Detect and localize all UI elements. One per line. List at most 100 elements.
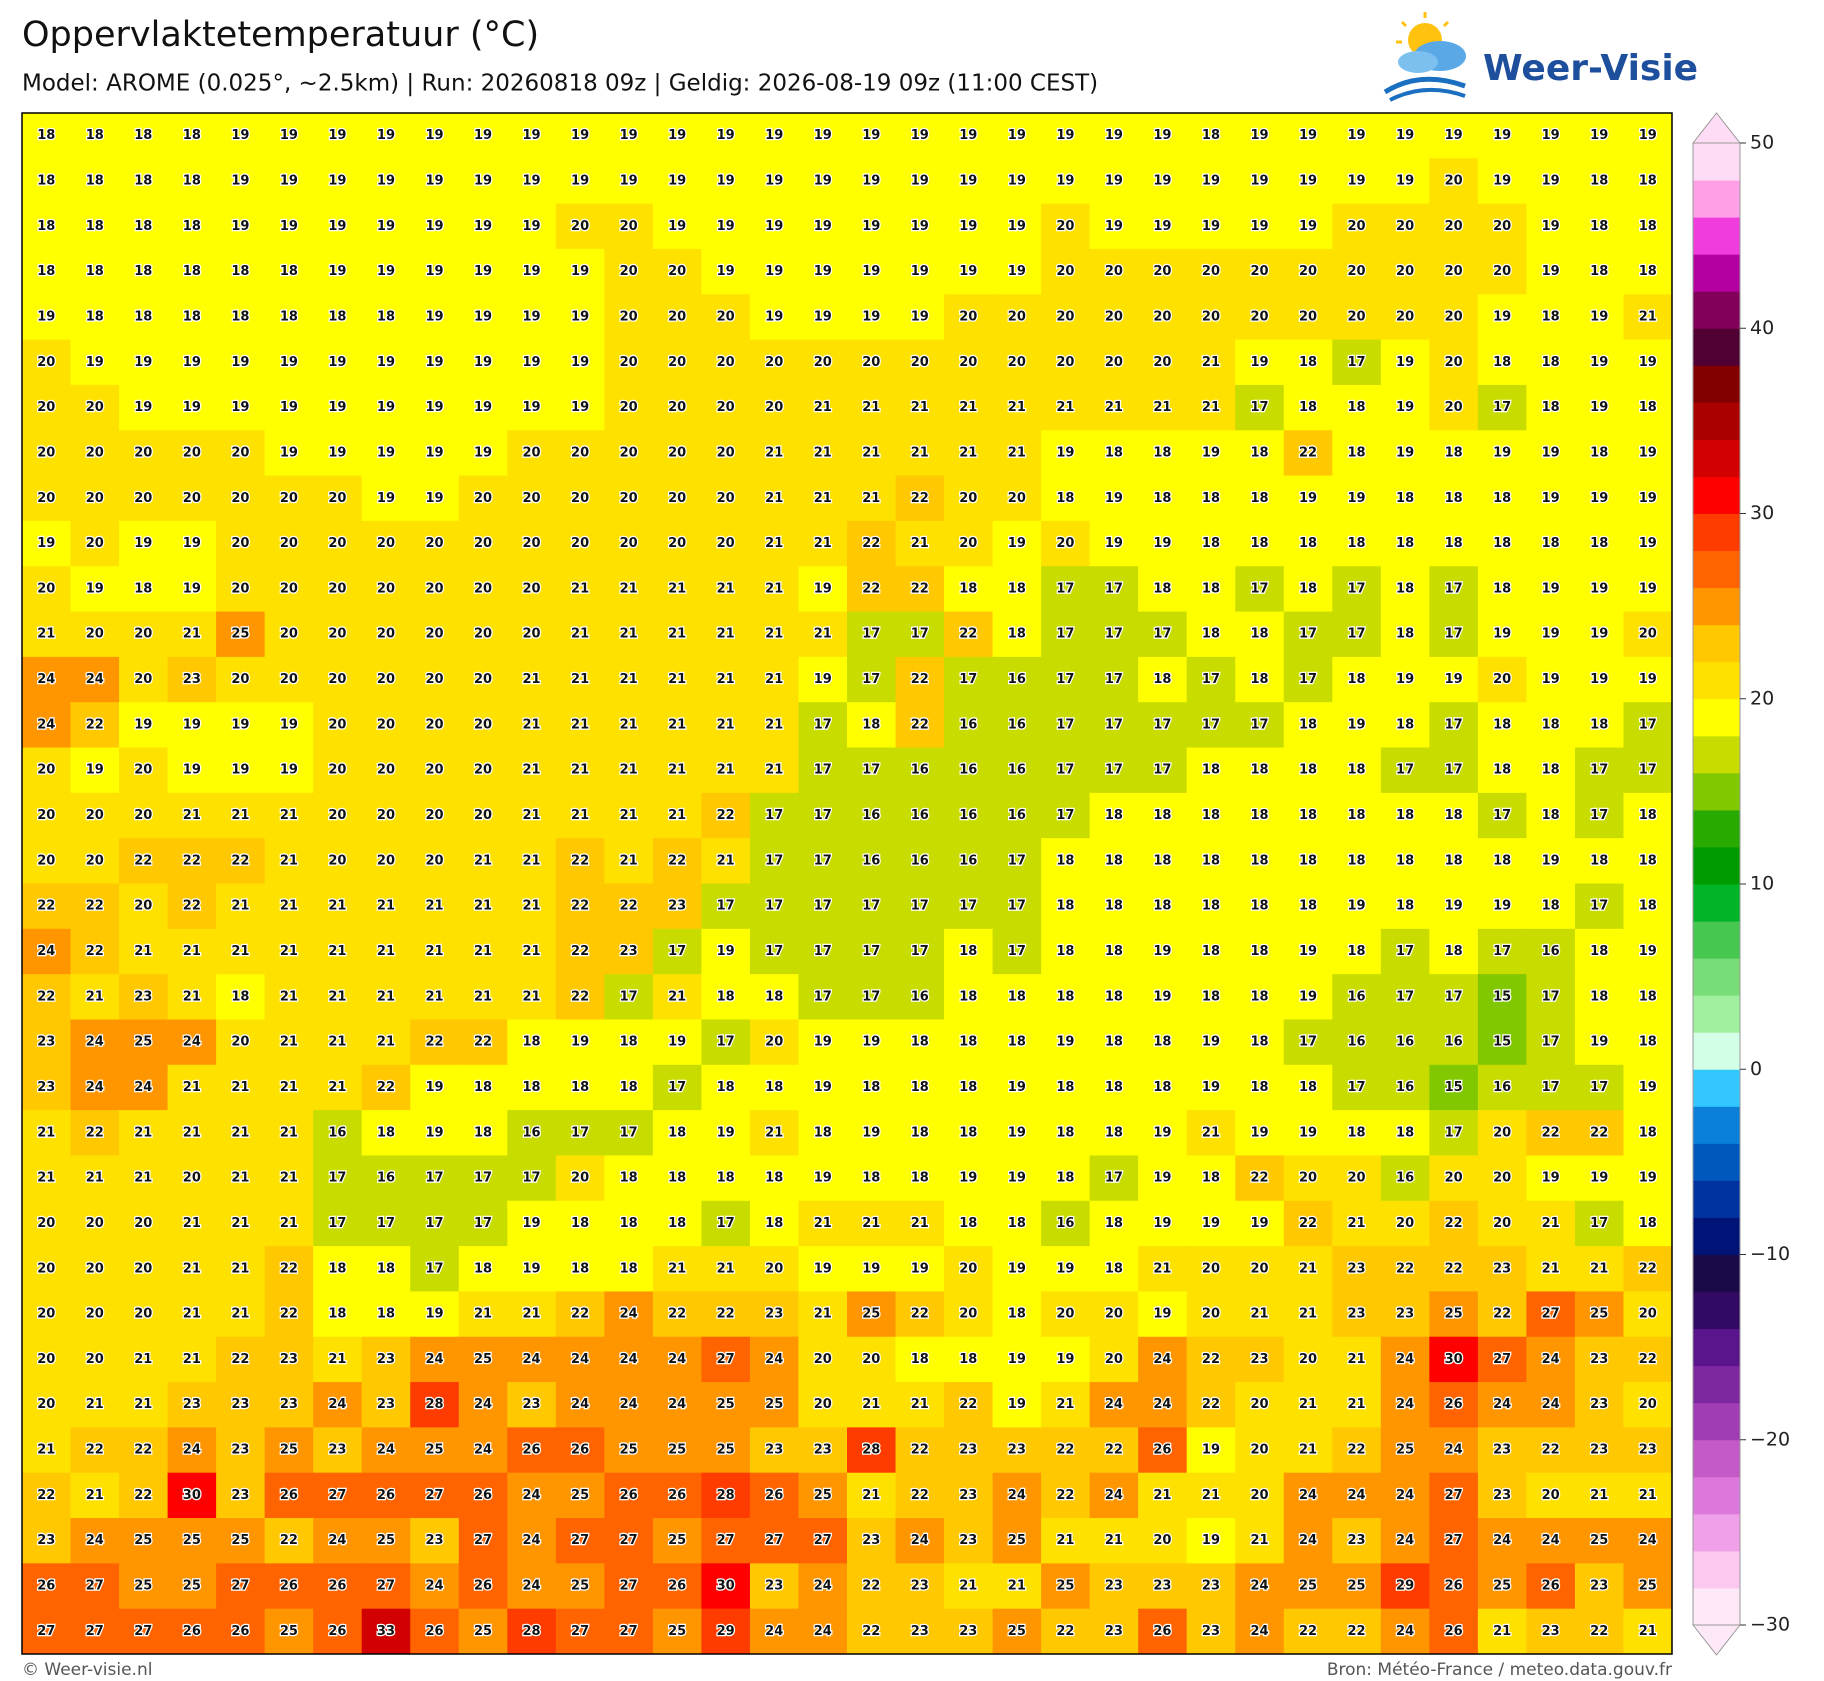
colorbar-segment: [1693, 365, 1740, 403]
temperature-value: 18: [1202, 944, 1220, 959]
temperature-value: 23: [280, 1397, 298, 1412]
temperature-cell: [1283, 248, 1333, 295]
temperature-value: 19: [1542, 1171, 1560, 1186]
temperature-cell: [895, 566, 945, 613]
temperature-cell: [1429, 158, 1479, 205]
temperature-value: 21: [668, 672, 686, 687]
temperature-value: 15: [1445, 1080, 1463, 1095]
temperature-cell: [410, 248, 460, 295]
temperature-value: 16: [911, 763, 929, 778]
temperature-cell: [1089, 883, 1139, 930]
temperature-cell: [847, 113, 897, 159]
temperature-value: 20: [1056, 309, 1074, 324]
temperature-value: 19: [280, 717, 298, 732]
temperature-value: 20: [523, 627, 541, 642]
temperature-cell: [22, 1291, 72, 1338]
temperature-cell: [1429, 1382, 1479, 1428]
temperature-cell: [1526, 1064, 1576, 1111]
temperature-value: 17: [1542, 1035, 1560, 1050]
temperature-cell: [1526, 1200, 1576, 1247]
temperature-value: 17: [1008, 899, 1026, 914]
temperature-value: 20: [1250, 309, 1268, 324]
temperature-cell: [1477, 1427, 1527, 1474]
temperature-value: 21: [183, 1080, 201, 1095]
temperature-cell: [847, 203, 897, 250]
temperature-cell: [507, 248, 557, 295]
temperature-cell: [1332, 1200, 1382, 1247]
temperature-cell: [944, 928, 994, 975]
temperature-value: 21: [911, 400, 929, 415]
temperature-cell: [895, 792, 945, 839]
temperature-value: 22: [1445, 1216, 1463, 1231]
temperature-cell: [944, 1019, 994, 1066]
temperature-value: 20: [717, 445, 735, 460]
temperature-cell: [70, 792, 120, 839]
temperature-value: 17: [1202, 672, 1220, 687]
temperature-value: 17: [1590, 808, 1608, 823]
temperature-value: 19: [377, 491, 395, 506]
temperature-value: 19: [620, 128, 638, 143]
temperature-value: 20: [134, 672, 152, 687]
temperature-value: 23: [37, 1533, 55, 1548]
temperature-cell: [313, 203, 363, 250]
temperature-value: 18: [231, 309, 249, 324]
temperature-cell: [798, 1427, 848, 1474]
temperature-value: 17: [814, 899, 832, 914]
temperature-value: 21: [765, 627, 783, 642]
temperature-cell: [701, 430, 751, 477]
temperature-cell: [1429, 1608, 1479, 1655]
temperature-value: 20: [717, 309, 735, 324]
temperature-cell: [701, 520, 751, 567]
temperature-value: 21: [668, 717, 686, 732]
temperature-value: 22: [1299, 1624, 1317, 1639]
temperature-value: 22: [911, 491, 929, 506]
temperature-value: 20: [37, 763, 55, 778]
temperature-value: 20: [86, 400, 104, 415]
temperature-value: 22: [668, 1307, 686, 1322]
temperature-cell: [119, 1246, 169, 1292]
colorbar-segment: [1693, 1143, 1740, 1181]
temperature-value: 17: [1590, 1080, 1608, 1095]
temperature-cell: [1623, 1518, 1673, 1564]
temperature-value: 27: [425, 1488, 443, 1503]
temperature-cell: [458, 113, 508, 159]
temperature-value: 23: [183, 672, 201, 687]
temperature-cell: [1283, 1064, 1333, 1111]
temperature-value: 23: [1153, 1579, 1171, 1594]
temperature-value: 25: [425, 1443, 443, 1458]
temperature-cell: [410, 1427, 460, 1474]
temperature-value: 18: [1153, 581, 1171, 596]
temperature-cell: [895, 520, 945, 567]
temperature-value: 19: [1153, 944, 1171, 959]
temperature-cell: [992, 248, 1042, 295]
temperature-cell: [1235, 520, 1285, 567]
temperature-cell: [847, 611, 897, 658]
temperature-cell: [507, 1155, 557, 1202]
temperature-cell: [216, 1382, 266, 1428]
temperature-cell: [555, 1336, 605, 1383]
temperature-cell: [1380, 838, 1430, 884]
temperature-cell: [1380, 1608, 1430, 1655]
temperature-value: 24: [620, 1352, 638, 1367]
temperature-cell: [22, 883, 72, 930]
temperature-cell: [992, 656, 1042, 703]
temperature-value: 21: [231, 1125, 249, 1140]
temperature-cell: [1089, 1291, 1139, 1338]
temperature-value: 19: [1250, 1216, 1268, 1231]
temperature-cell: [1041, 1110, 1091, 1156]
temperature-value: 24: [571, 1397, 589, 1412]
temperature-value: 30: [183, 1488, 201, 1503]
temperature-value: 19: [1590, 1171, 1608, 1186]
temperature-cell: [1332, 1608, 1382, 1655]
temperature-value: 25: [280, 1443, 298, 1458]
temperature-cell: [749, 475, 799, 522]
temperature-value: 18: [1105, 853, 1123, 868]
temperature-cell: [264, 1472, 314, 1519]
temperature-cell: [1429, 339, 1479, 386]
temperature-cell: [1041, 1155, 1091, 1202]
temperature-cell: [1429, 113, 1479, 159]
temperature-value: 20: [571, 219, 589, 234]
temperature-value: 21: [814, 400, 832, 415]
temperature-cell: [555, 1155, 605, 1202]
